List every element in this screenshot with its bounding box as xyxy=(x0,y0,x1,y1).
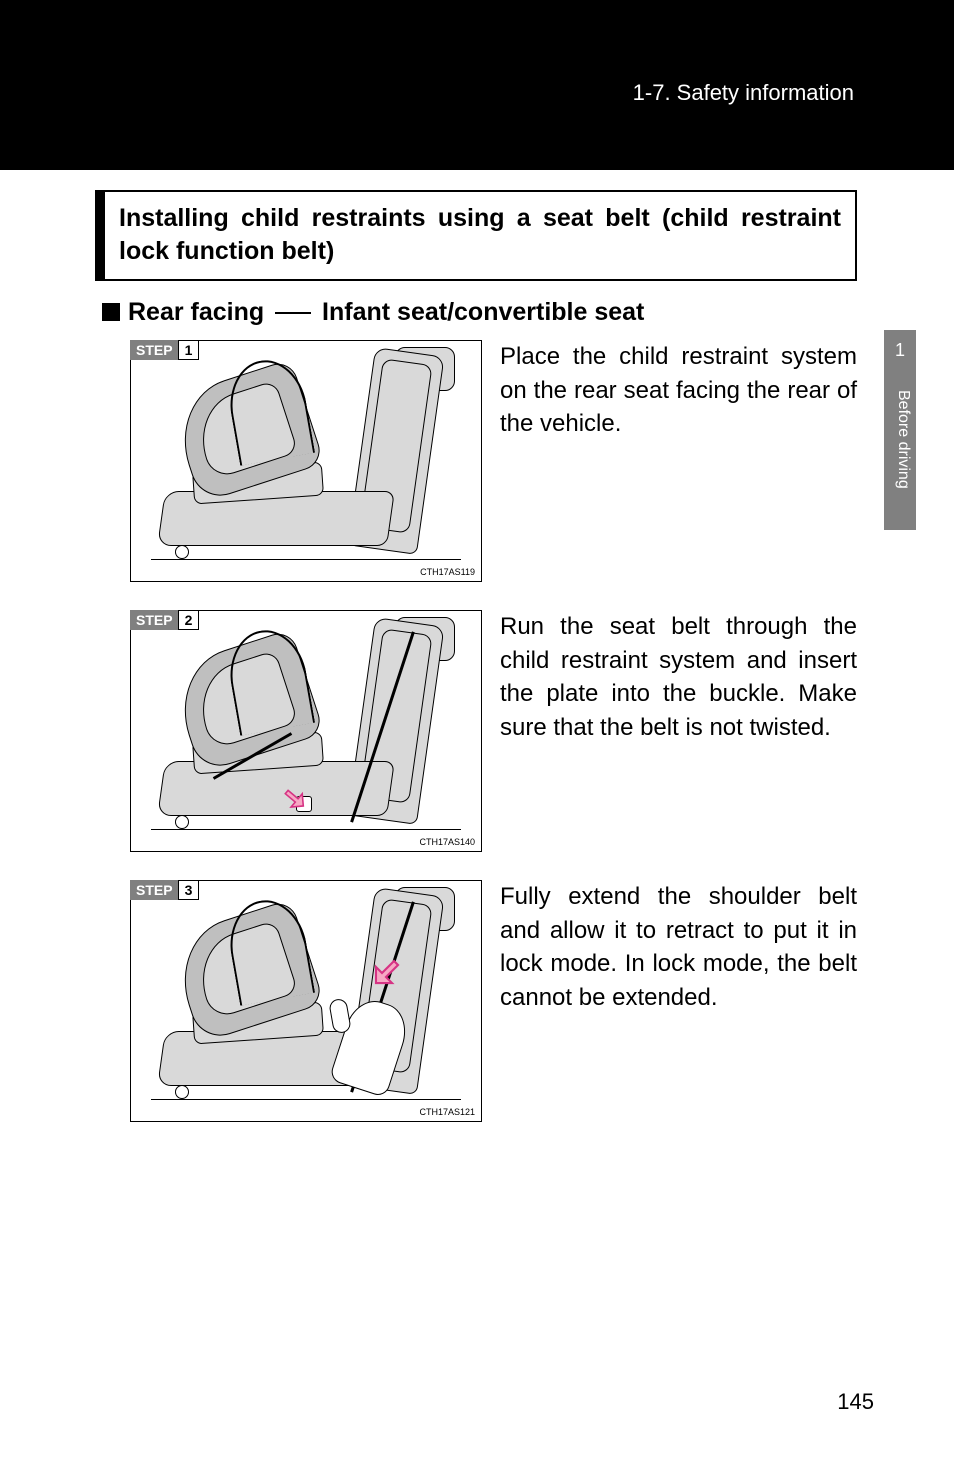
side-tab-label: Before driving xyxy=(888,390,912,489)
step-badge: STEP 2 xyxy=(130,610,199,630)
step-1-text: Place the child restraint system on the … xyxy=(500,340,857,441)
child-seat-handle-icon xyxy=(223,354,315,466)
step-badge-number: 1 xyxy=(178,340,200,360)
page-number: 145 xyxy=(837,1389,874,1415)
section-heading-text: Installing child restraints using a seat… xyxy=(119,202,841,267)
figure-step-2: STEP 2 CTH17AS140 xyxy=(130,610,482,852)
child-seat-icon xyxy=(171,636,321,771)
seat-support-icon xyxy=(175,545,189,559)
floor-line-icon xyxy=(151,829,461,830)
step-badge-number: 2 xyxy=(178,610,200,630)
subheading-suffix: Infant seat/convertible seat xyxy=(315,298,644,326)
figure-code: CTH17AS119 xyxy=(420,567,475,577)
side-chapter-tab: 1 Before driving xyxy=(884,330,916,530)
subheading: Rear facing Infant seat/convertible seat xyxy=(102,298,644,327)
floor-line-icon xyxy=(151,1099,461,1100)
step-badge: STEP 1 xyxy=(130,340,199,360)
breadcrumb: 1-7. Safety information xyxy=(633,80,854,106)
step-row-3: STEP 3 CTH17AS121 xyxy=(130,880,857,1122)
step-badge-number: 3 xyxy=(178,880,200,900)
emdash-icon xyxy=(275,312,311,314)
step-2-text: Run the seat belt through the child rest… xyxy=(500,610,857,744)
step-3-text: Fully extend the shoulder belt and allow… xyxy=(500,880,857,1014)
seat-support-icon xyxy=(175,815,189,829)
child-seat-icon xyxy=(171,906,321,1041)
step-badge-label: STEP xyxy=(130,880,179,900)
figure-step-3: STEP 3 CTH17AS121 xyxy=(130,880,482,1122)
step-badge-label: STEP xyxy=(130,610,179,630)
figure-code: CTH17AS121 xyxy=(419,1107,475,1117)
top-banner: 1-7. Safety information xyxy=(0,0,954,170)
step-row-2: STEP 2 CTH17AS140 xyxy=(130,610,857,852)
side-tab-number: 1 xyxy=(884,340,916,361)
step-badge-label: STEP xyxy=(130,340,179,360)
section-heading-box: Installing child restraints using a seat… xyxy=(95,190,857,281)
child-seat-icon xyxy=(171,366,321,501)
square-bullet-icon xyxy=(102,303,120,321)
figure-step-1: STEP 1 CTH17AS119 xyxy=(130,340,482,582)
step-row-1: STEP 1 CTH17AS119 Place the child restra… xyxy=(130,340,857,582)
step-badge: STEP 3 xyxy=(130,880,199,900)
subheading-prefix: Rear facing xyxy=(128,298,271,326)
floor-line-icon xyxy=(151,559,461,560)
manual-page: 1-7. Safety information Installing child… xyxy=(0,0,954,1475)
figure-code: CTH17AS140 xyxy=(419,837,475,847)
child-seat-handle-icon xyxy=(223,894,315,1006)
seat-support-icon xyxy=(175,1085,189,1099)
child-seat-handle-icon xyxy=(223,624,315,736)
